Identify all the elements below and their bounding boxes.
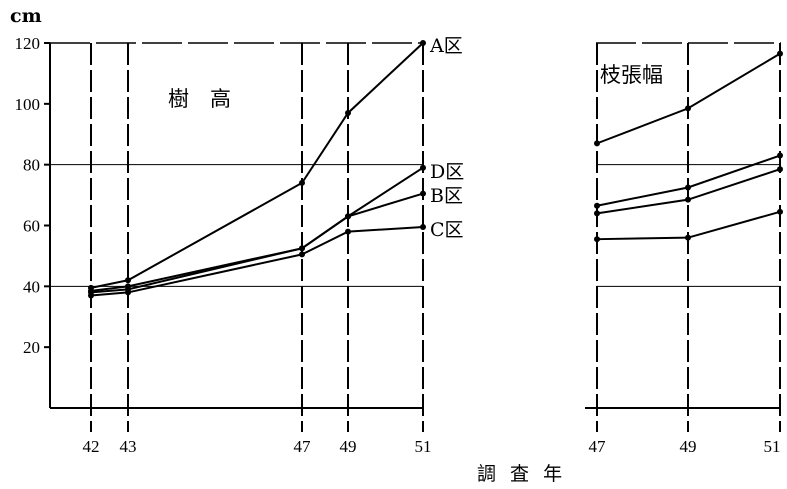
series-line [90,226,424,297]
data-point [345,228,351,235]
data-point [685,234,691,241]
series-label: D区 [430,161,464,183]
series-label: A区 [429,35,463,57]
data-point [299,179,305,186]
data-point [685,196,691,203]
x-tick-label: 51 [415,437,432,456]
panel-title: 枝張幅 [600,63,663,87]
y-tick-label: 80 [23,156,40,175]
data-point [777,152,783,159]
data-point [420,164,426,171]
data-point [594,140,600,147]
y-tick-label: 40 [23,277,40,296]
data-point [594,236,600,243]
x-tick-label: 51 [764,437,781,456]
x-tick-label: 47 [589,437,607,456]
y-axis-unit: cm [10,5,42,27]
data-point [299,251,305,258]
data-point [594,202,600,209]
right-panel-spread: 47 49 51 枝張幅 [585,42,783,456]
data-point [685,105,691,112]
x-axis-title: 調 査 年 [477,463,566,485]
data-point [420,224,426,231]
y-tick-label: 60 [23,217,40,236]
x-tick-label: 43 [120,437,137,456]
y-tick-label: 120 [15,34,41,53]
x-tick-label: 49 [340,437,357,456]
y-tick-label: 100 [15,95,41,114]
x-tick-label: 49 [680,437,697,456]
panel-title: 樹 高 [168,87,231,111]
y-tick-label: 20 [23,338,40,357]
series-label: C区 [430,219,464,241]
series-label: B区 [430,185,463,207]
data-point [345,109,351,116]
x-tick-label: 47 [294,437,312,456]
data-point [685,184,691,191]
data-point [420,190,426,197]
data-point [345,213,351,220]
data-point [125,289,131,296]
data-point [125,277,131,284]
data-point [594,210,600,217]
data-point [777,50,783,57]
data-point [777,208,783,215]
data-point [299,245,305,252]
series-line [90,42,424,289]
data-point [88,292,94,299]
data-point [777,166,783,173]
data-point [420,40,426,46]
x-tick-label: 42 [83,437,100,456]
